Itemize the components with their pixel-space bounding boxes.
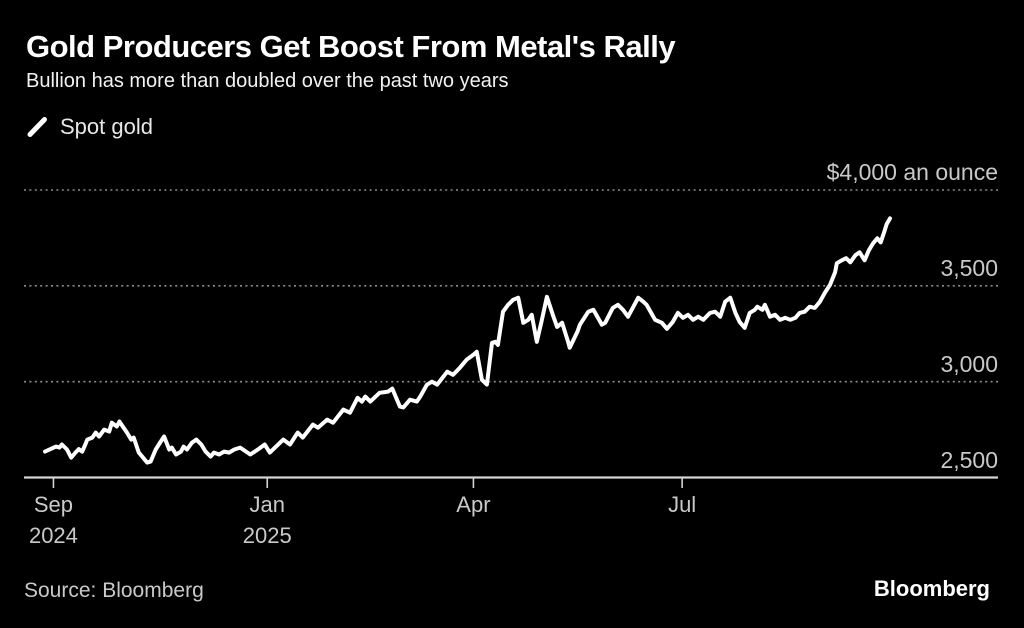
x-axis-year-2025: 2025 [242, 523, 292, 548]
line-slash-icon [27, 117, 47, 137]
y-axis-label-3000: 3,000 [940, 350, 998, 377]
legend-label-spot-gold: Spot gold [60, 114, 153, 139]
bloomberg-logo: Bloomberg [873, 576, 990, 601]
y-axis-label-3500: 3,500 [940, 254, 998, 281]
legend: Spot gold [27, 116, 153, 138]
y-axis-label-2500: 2,500 [940, 446, 998, 473]
spot-gold-line [43, 216, 892, 465]
x-axis-label-jul: Jul [668, 492, 697, 517]
source-note: Source: Bloomberg [24, 579, 204, 602]
x-axis-label-jan: Jan [249, 492, 285, 517]
x-axis-label-sep: Sep [33, 492, 74, 517]
x-axis-label-apr: Apr [456, 492, 491, 517]
y-axis-label-4000: $4,000 an ounce [826, 159, 998, 185]
x-axis-year-2024: 2024 [28, 523, 78, 548]
page-title: Gold Producers Get Boost From Metal's Ra… [26, 29, 676, 64]
chart-subtitle: Bullion has more than doubled over the p… [26, 70, 509, 92]
